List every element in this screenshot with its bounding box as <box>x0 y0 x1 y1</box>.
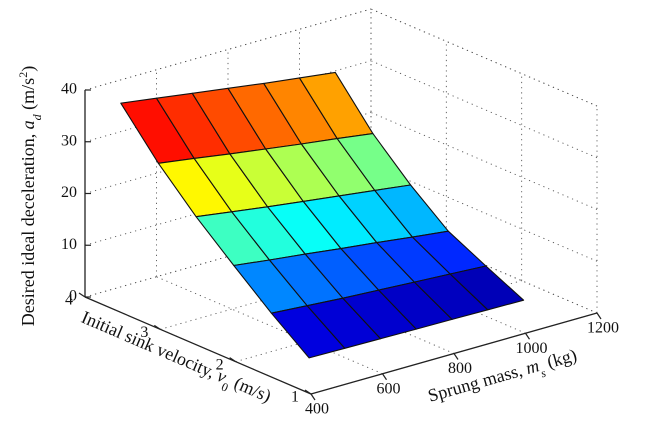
y-tick-label: 4 <box>65 292 73 309</box>
y-tick-label: 1 <box>291 389 299 406</box>
y-tick-label: 2 <box>216 356 224 373</box>
tick-labels: 400 600 800 1000 1200 1 2 3 40 10 20 30 40 <box>61 81 619 418</box>
x-tick-mark <box>453 353 459 360</box>
z-tick-label: 20 <box>61 184 77 201</box>
y-tick-label: 3 <box>140 324 148 341</box>
x-tick-label: 1000 <box>516 340 548 357</box>
x-tick-mark <box>310 393 316 401</box>
y-tick-mark <box>304 389 312 395</box>
x-tick-label: 800 <box>448 360 472 377</box>
y-tick-mark <box>229 357 236 363</box>
x-tick-label: 1200 <box>587 320 619 337</box>
z-tick-label: 40 <box>61 81 77 98</box>
surface-patch <box>449 265 525 311</box>
z-axis-label: Desired ideal deceleration, ad (m/s2) <box>16 66 44 326</box>
y-axis-label: Initial sink velocity, v0 (m/s) <box>76 307 274 412</box>
z-tick-label: 10 <box>61 236 77 253</box>
x-tick-mark <box>525 332 530 340</box>
grid-line <box>370 8 598 107</box>
y-axis-line <box>84 296 312 395</box>
y-tick-mark <box>78 292 86 298</box>
z-tick-label: 30 <box>61 132 77 149</box>
y-tick-mark <box>154 324 161 330</box>
grid-line <box>370 60 598 159</box>
x-tick-label: 400 <box>305 401 329 418</box>
surface <box>120 71 525 359</box>
z-tick-label: 0 <box>69 288 77 305</box>
x-tick-mark <box>382 373 387 381</box>
x-tick-mark <box>596 312 602 320</box>
x-tick-label: 600 <box>377 380 401 397</box>
